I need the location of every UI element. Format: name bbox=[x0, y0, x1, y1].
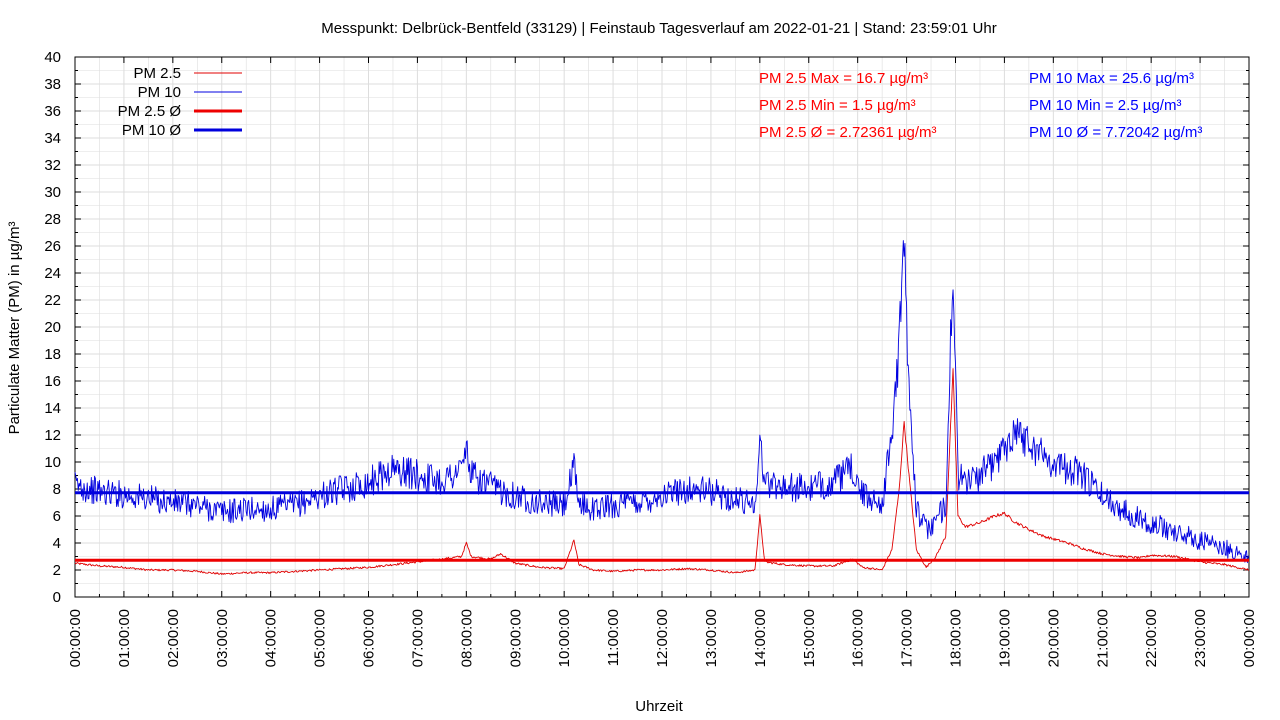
y-tick-label: 0 bbox=[53, 589, 61, 606]
legend-label: PM 10 Ø bbox=[122, 122, 182, 139]
y-tick-label: 16 bbox=[44, 373, 61, 390]
grid bbox=[74, 56, 1250, 598]
pm25-min-annotation: PM 2.5 Min = 1.5 µg/m³ bbox=[759, 97, 916, 114]
x-tick-label: 07:00:00 bbox=[409, 609, 426, 667]
x-tick-label: 01:00:00 bbox=[116, 609, 133, 667]
pm10-stats: PM 10 Max = 25.6 µg/m³ PM 10 Min = 2.5 µ… bbox=[1029, 70, 1202, 141]
y-tick-label: 4 bbox=[53, 535, 61, 552]
y-tick-label: 22 bbox=[44, 292, 61, 309]
x-tick-label: 19:00:00 bbox=[996, 609, 1013, 667]
legend-label: PM 2.5 Ø bbox=[118, 103, 182, 120]
y-axis-label: Particulate Matter (PM) in µg/m³ bbox=[6, 222, 23, 435]
y-tick-label: 12 bbox=[44, 427, 61, 444]
y-tick-label: 14 bbox=[44, 400, 61, 417]
pm25-stats: PM 2.5 Max = 16.7 µg/m³ PM 2.5 Min = 1.5… bbox=[759, 70, 936, 141]
x-tick-label: 12:00:00 bbox=[654, 609, 671, 667]
x-tick-label: 23:00:00 bbox=[1192, 609, 1209, 667]
x-tick-label: 08:00:00 bbox=[458, 609, 475, 667]
x-tick-label: 21:00:00 bbox=[1094, 609, 1111, 667]
x-tick-label: 00:00:00 bbox=[1241, 609, 1258, 667]
y-tick-label: 34 bbox=[44, 130, 61, 147]
axes bbox=[74, 56, 1250, 598]
x-tick-label: 02:00:00 bbox=[165, 609, 182, 667]
y-tick-label: 20 bbox=[44, 319, 61, 336]
pm10-avg-annotation: PM 10 Ø = 7.72042 µg/m³ bbox=[1029, 124, 1202, 141]
x-tick-label: 06:00:00 bbox=[361, 609, 378, 667]
x-tick-label: 16:00:00 bbox=[850, 609, 867, 667]
x-tick-label: 09:00:00 bbox=[507, 609, 524, 667]
average-lines bbox=[75, 491, 1249, 562]
legend-label: PM 10 bbox=[138, 84, 181, 101]
y-tick-label: 6 bbox=[53, 508, 61, 525]
y-tick-label: 24 bbox=[44, 265, 61, 282]
pm10-max-annotation: PM 10 Max = 25.6 µg/m³ bbox=[1029, 70, 1194, 87]
x-tick-label: 17:00:00 bbox=[899, 609, 916, 667]
y-tick-label: 30 bbox=[44, 184, 61, 201]
pm10-series-line bbox=[74, 240, 1250, 564]
y-tick-label: 40 bbox=[44, 49, 61, 66]
x-tick-label: 15:00:00 bbox=[801, 609, 818, 667]
y-tick-label: 36 bbox=[44, 103, 61, 120]
x-tick-label: 22:00:00 bbox=[1143, 609, 1160, 667]
series-layer bbox=[74, 240, 1250, 575]
x-tick-label: 10:00:00 bbox=[556, 609, 573, 667]
x-tick-label: 13:00:00 bbox=[703, 609, 720, 667]
y-tick-label: 26 bbox=[44, 238, 61, 255]
x-tick-label: 00:00:00 bbox=[67, 609, 84, 667]
x-axis-label: Uhrzeit bbox=[635, 698, 683, 715]
chart-title: Messpunkt: Delbrück-Bentfeld (33129) | F… bbox=[321, 20, 996, 37]
y-tick-label: 28 bbox=[44, 211, 61, 228]
pm25-series-line bbox=[74, 368, 1250, 575]
pm25-max-annotation: PM 2.5 Max = 16.7 µg/m³ bbox=[759, 70, 928, 87]
y-tick-label: 8 bbox=[53, 481, 61, 498]
x-tick-label: 04:00:00 bbox=[263, 609, 280, 667]
x-tick-label: 03:00:00 bbox=[214, 609, 231, 667]
legend: PM 2.5 PM 10 PM 2.5 Ø PM 10 Ø bbox=[118, 65, 242, 139]
x-tick-label: 20:00:00 bbox=[1045, 609, 1062, 667]
x-tick-label: 18:00:00 bbox=[948, 609, 965, 667]
y-tick-label: 38 bbox=[44, 76, 61, 93]
x-tick-label: 05:00:00 bbox=[312, 609, 329, 667]
pm25-avg-annotation: PM 2.5 Ø = 2.72361 µg/m³ bbox=[759, 124, 936, 141]
x-tick-labels: 00:00:00 01:00:00 02:00:00 03:00:00 04:00:00… bbox=[67, 609, 1258, 667]
y-tick-label: 2 bbox=[53, 562, 61, 579]
legend-label: PM 2.5 bbox=[133, 65, 181, 82]
pm10-min-annotation: PM 10 Min = 2.5 µg/m³ bbox=[1029, 97, 1181, 114]
x-tick-label: 14:00:00 bbox=[752, 609, 769, 667]
y-tick-label: 18 bbox=[44, 346, 61, 363]
y-tick-label: 32 bbox=[44, 157, 61, 174]
y-tick-label: 10 bbox=[44, 454, 61, 471]
x-tick-label: 11:00:00 bbox=[605, 609, 622, 666]
